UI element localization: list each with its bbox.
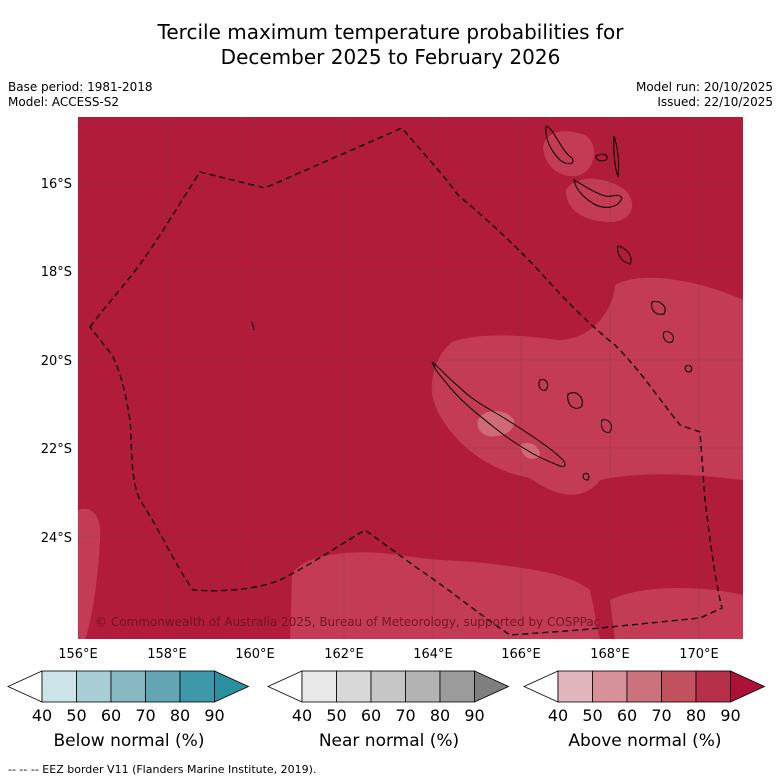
lon-label: 158°E	[147, 647, 187, 662]
vanuatu-mid-1	[573, 179, 623, 208]
lon-label: 156°E	[58, 647, 98, 662]
eez-border	[89, 127, 723, 636]
colorbar-tick-label: 40	[32, 706, 52, 725]
colorbar-arrow-high	[214, 670, 250, 703]
loyalty-islands-2	[567, 392, 583, 409]
lat-label: 16°S	[41, 177, 72, 192]
colorbar-arrow-low	[267, 670, 303, 703]
lat-label: 20°S	[41, 354, 72, 369]
colorbar-tick-label: 80	[686, 706, 706, 725]
colorbar-segment	[695, 670, 731, 703]
colorbar-arrow-high	[474, 670, 510, 703]
title-line-1: Tercile maximum temperature probabilitie…	[157, 20, 624, 44]
colorbar-segment	[76, 670, 112, 703]
colorbar-tick-label: 90	[464, 706, 484, 725]
colorbar-segment	[145, 670, 181, 703]
colorbar-segment	[626, 670, 662, 703]
colorbar-arrow-low	[7, 670, 43, 703]
lon-labels: 156°E 158°E 160°E 162°E 164°E 166°E 168°…	[58, 647, 719, 662]
colorbar-legends: 40 50 60 70 80 90 40 50 60 70 80 90 40 50 60 70 80 90	[7, 670, 766, 725]
colorbar-tick-label: 60	[101, 706, 121, 725]
colorbar-tick-label: 50	[582, 706, 602, 725]
colorbar-tick-label: 60	[361, 706, 381, 725]
colorbar-segment	[592, 670, 628, 703]
colorbar-tick-label: 70	[135, 706, 155, 725]
shade-region-newcaledonia	[477, 411, 515, 437]
colorbar-tick-label: 70	[395, 706, 415, 725]
colorbar-segment	[439, 670, 475, 703]
lon-label: 170°E	[679, 647, 719, 662]
colorbar-segment	[41, 670, 77, 703]
colorbar-arrow-high	[730, 670, 766, 703]
lon-label: 168°E	[590, 647, 630, 662]
lon-label: 160°E	[235, 647, 275, 662]
meta-left: Base period: 1981-2018 Model: ACCESS-S2	[8, 80, 153, 110]
colorbar-tick-label: 90	[204, 706, 224, 725]
lon-label: 162°E	[324, 647, 364, 662]
vanuatu-santo	[545, 125, 574, 165]
colorbar-tick-label: 90	[720, 706, 740, 725]
copyright-text: © Commonwealth of Australia 2025, Bureau…	[95, 615, 600, 629]
lon-label: 164°E	[413, 647, 453, 662]
vanuatu-north-2	[613, 135, 620, 178]
colorbar-tick-label: 60	[617, 706, 637, 725]
coastlines	[251, 125, 693, 481]
new-caledonia-coast	[431, 361, 566, 467]
colorbar-segment	[557, 670, 593, 703]
small-island-1	[684, 365, 693, 373]
small-island-3	[251, 321, 255, 331]
model-name: Model: ACCESS-S2	[8, 95, 120, 109]
model-run: Model run: 20/10/2025	[635, 80, 773, 94]
base-period: Base period: 1981-2018	[8, 80, 153, 94]
lat-label: 18°S	[41, 265, 72, 280]
vanuatu-south-3	[663, 331, 674, 343]
lat-label: 24°S	[41, 531, 72, 546]
lon-label: 166°E	[501, 647, 541, 662]
colorbar-segment	[370, 670, 406, 703]
colorbar-segment	[405, 670, 441, 703]
map-title: Tercile maximum temperature probabilitie…	[0, 20, 781, 70]
gridlines	[77, 117, 743, 639]
colorbar-tick-label: 40	[292, 706, 312, 725]
shade-region-vanuatu-mid	[565, 178, 633, 222]
colorbar-tick-label: 70	[651, 706, 671, 725]
near-normal-label: Near normal (%)	[318, 731, 460, 751]
meta-right: Model run: 20/10/2025 Issued: 22/10/2025	[636, 80, 773, 110]
above-normal-label: Above normal (%)	[568, 731, 722, 751]
loyalty-islands-1	[538, 379, 549, 391]
colorbar-tick-label: 40	[548, 706, 568, 725]
colorbar-tick-label: 50	[326, 706, 346, 725]
lat-labels: 16°S 18°S 20°S 22°S 24°S	[41, 177, 72, 546]
colorbar-segment	[661, 670, 697, 703]
lat-label: 22°S	[41, 442, 72, 457]
shade-region-south	[290, 552, 600, 639]
issued-date: Issued: 22/10/2025	[657, 95, 773, 109]
colorbar-tick-label: 50	[66, 706, 86, 725]
vanuatu-mid-2	[595, 153, 608, 162]
vanuatu-south-1	[617, 245, 632, 265]
shade-region-vanuatu-north	[543, 131, 595, 177]
vanuatu-south-2	[651, 301, 666, 315]
colorbar-segment	[301, 670, 337, 703]
title-line-2: December 2025 to February 2026	[220, 45, 561, 69]
eez-footnote: -- -- -- EEZ border V11 (Flanders Marine…	[8, 763, 317, 776]
shade-region-southwest	[78, 508, 101, 639]
colorbar-tick-label: 80	[170, 706, 190, 725]
below-normal-label: Below normal (%)	[53, 731, 205, 751]
colorbar-segment	[336, 670, 372, 703]
small-island-2	[582, 473, 590, 481]
shade-region-southeast	[610, 588, 743, 639]
loyalty-islands-3	[601, 419, 612, 433]
colorbar-arrow-low	[523, 670, 559, 703]
colorbar-tick-label: 80	[430, 706, 450, 725]
colorbar-segment	[110, 670, 146, 703]
colorbar-segment	[179, 670, 215, 703]
